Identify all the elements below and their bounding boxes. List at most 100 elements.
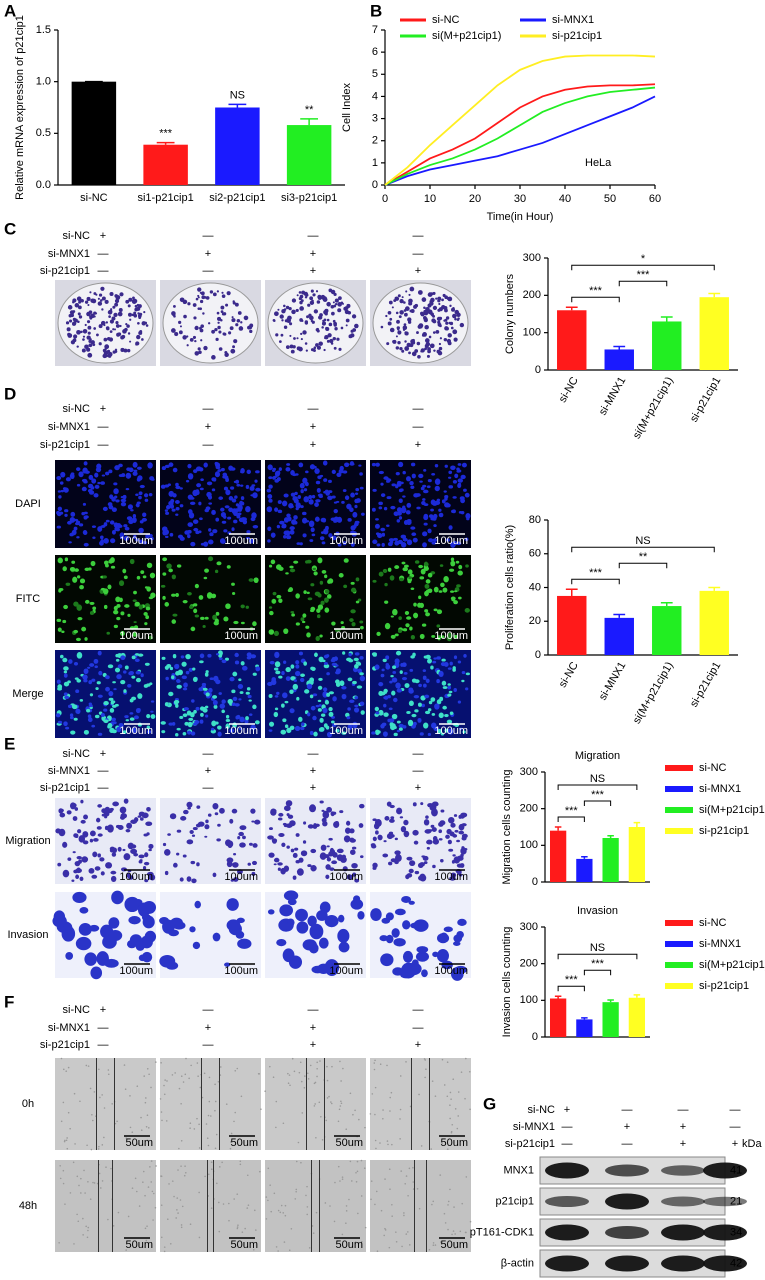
cell [140,817,144,821]
cell [193,709,197,714]
cell [133,469,138,473]
cell [322,810,330,819]
colony [123,348,128,353]
cell [162,557,168,562]
cell [135,677,141,683]
cell [74,568,79,572]
cell [318,704,322,707]
cell [311,533,316,537]
colony [199,299,204,304]
texture [339,1180,341,1182]
cell [340,621,344,625]
cell [359,672,364,676]
cell [432,538,437,542]
cell [293,515,298,520]
texture [459,1230,462,1233]
cell [347,707,351,711]
cell [431,712,436,716]
cell [419,633,425,640]
cell [75,637,81,642]
cell [165,676,169,681]
treatment-label: si-p21cip1 [505,1138,555,1150]
colony [416,331,419,334]
cell [196,466,201,470]
cell [145,615,150,620]
cell [345,820,351,826]
cell [202,625,206,628]
cell [442,587,448,593]
cell [328,711,334,717]
texture [380,1209,383,1212]
texture [408,1244,411,1246]
cell [343,558,349,563]
cell [169,504,175,509]
texture [150,1086,152,1089]
annotation: HeLa [585,157,612,169]
cell [94,866,101,871]
row-label: 0h [22,1098,34,1110]
texture [76,1175,79,1178]
cell [171,619,177,624]
cell [342,470,348,474]
treatment-sign: — [413,765,424,777]
cell [409,668,414,672]
texture [355,1181,358,1183]
colony [65,321,70,325]
cell [237,512,242,516]
cell [254,720,260,725]
cell [107,824,114,833]
colony [189,337,194,342]
cell [171,574,176,580]
cell [438,829,443,834]
texture [384,1229,387,1231]
cell [406,616,412,620]
cell [83,729,89,735]
micrograph [160,280,261,366]
texture [123,1064,126,1066]
cell [423,819,430,826]
colony [93,315,96,318]
cell [424,609,429,613]
cell [114,703,119,707]
colony [430,312,434,316]
texture [258,1170,261,1173]
colony [107,310,113,315]
colony [395,335,398,338]
cell [175,500,180,504]
colony [405,290,408,293]
cell [418,564,424,569]
colony [450,326,454,330]
cell [52,914,67,928]
texture [92,1119,94,1122]
colony [76,345,79,348]
cell [423,469,427,472]
texture [356,1170,359,1173]
cell [303,496,309,503]
cell [434,703,440,710]
micrograph [55,555,156,643]
texture [214,1083,216,1086]
cell [323,490,328,494]
cell [284,700,289,704]
colony [304,342,308,345]
cell [268,852,275,858]
y-tick-label: 100 [523,327,541,339]
comparison-bracket [583,969,612,976]
texture [280,1204,283,1207]
texture [370,1180,373,1182]
cell [414,679,420,684]
cell [108,930,123,941]
colony [323,309,328,315]
colony [435,329,440,334]
cell [251,820,255,823]
colony [200,339,203,342]
cell [118,580,125,587]
cell [144,622,148,626]
cell [312,693,318,697]
cell [245,484,250,490]
cell [76,575,81,579]
cell [229,818,234,824]
treatment-sign: — [203,1004,214,1016]
cell [446,719,453,724]
cell [391,713,398,720]
